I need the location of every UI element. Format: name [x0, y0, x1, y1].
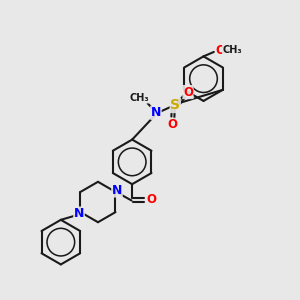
Text: CH₃: CH₃ — [130, 93, 149, 103]
Text: S: S — [170, 98, 180, 112]
Text: O: O — [183, 85, 193, 98]
Text: N: N — [112, 184, 122, 197]
Text: O: O — [215, 44, 225, 57]
Text: O: O — [167, 118, 177, 131]
Text: N: N — [74, 207, 84, 220]
Text: N: N — [151, 106, 161, 119]
Text: O: O — [146, 193, 157, 206]
Text: CH₃: CH₃ — [223, 45, 242, 56]
